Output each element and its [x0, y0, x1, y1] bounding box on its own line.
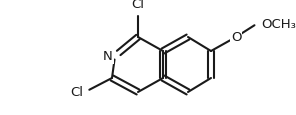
Text: OCH₃: OCH₃ [261, 17, 296, 30]
Text: N: N [103, 50, 113, 63]
Text: Cl: Cl [131, 0, 144, 11]
Text: Cl: Cl [70, 86, 83, 99]
Text: O: O [231, 31, 241, 44]
